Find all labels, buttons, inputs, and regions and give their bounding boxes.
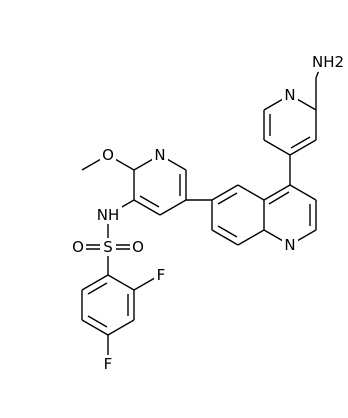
atom-label: F bbox=[104, 355, 113, 373]
atom-label: S bbox=[103, 238, 113, 256]
atom-label: F bbox=[157, 266, 166, 284]
atom-label: O bbox=[132, 238, 144, 256]
atom-labels: NH2 N N O NH S O O F F N bbox=[70, 52, 346, 373]
atom-label: O bbox=[102, 146, 114, 164]
atom-label: N bbox=[284, 236, 295, 254]
atom-label: NH bbox=[97, 206, 120, 224]
atom-label: NH2 bbox=[312, 53, 344, 71]
atom-label: O bbox=[72, 238, 84, 256]
atom-label: N bbox=[284, 86, 295, 104]
atom-label: N bbox=[154, 146, 165, 164]
